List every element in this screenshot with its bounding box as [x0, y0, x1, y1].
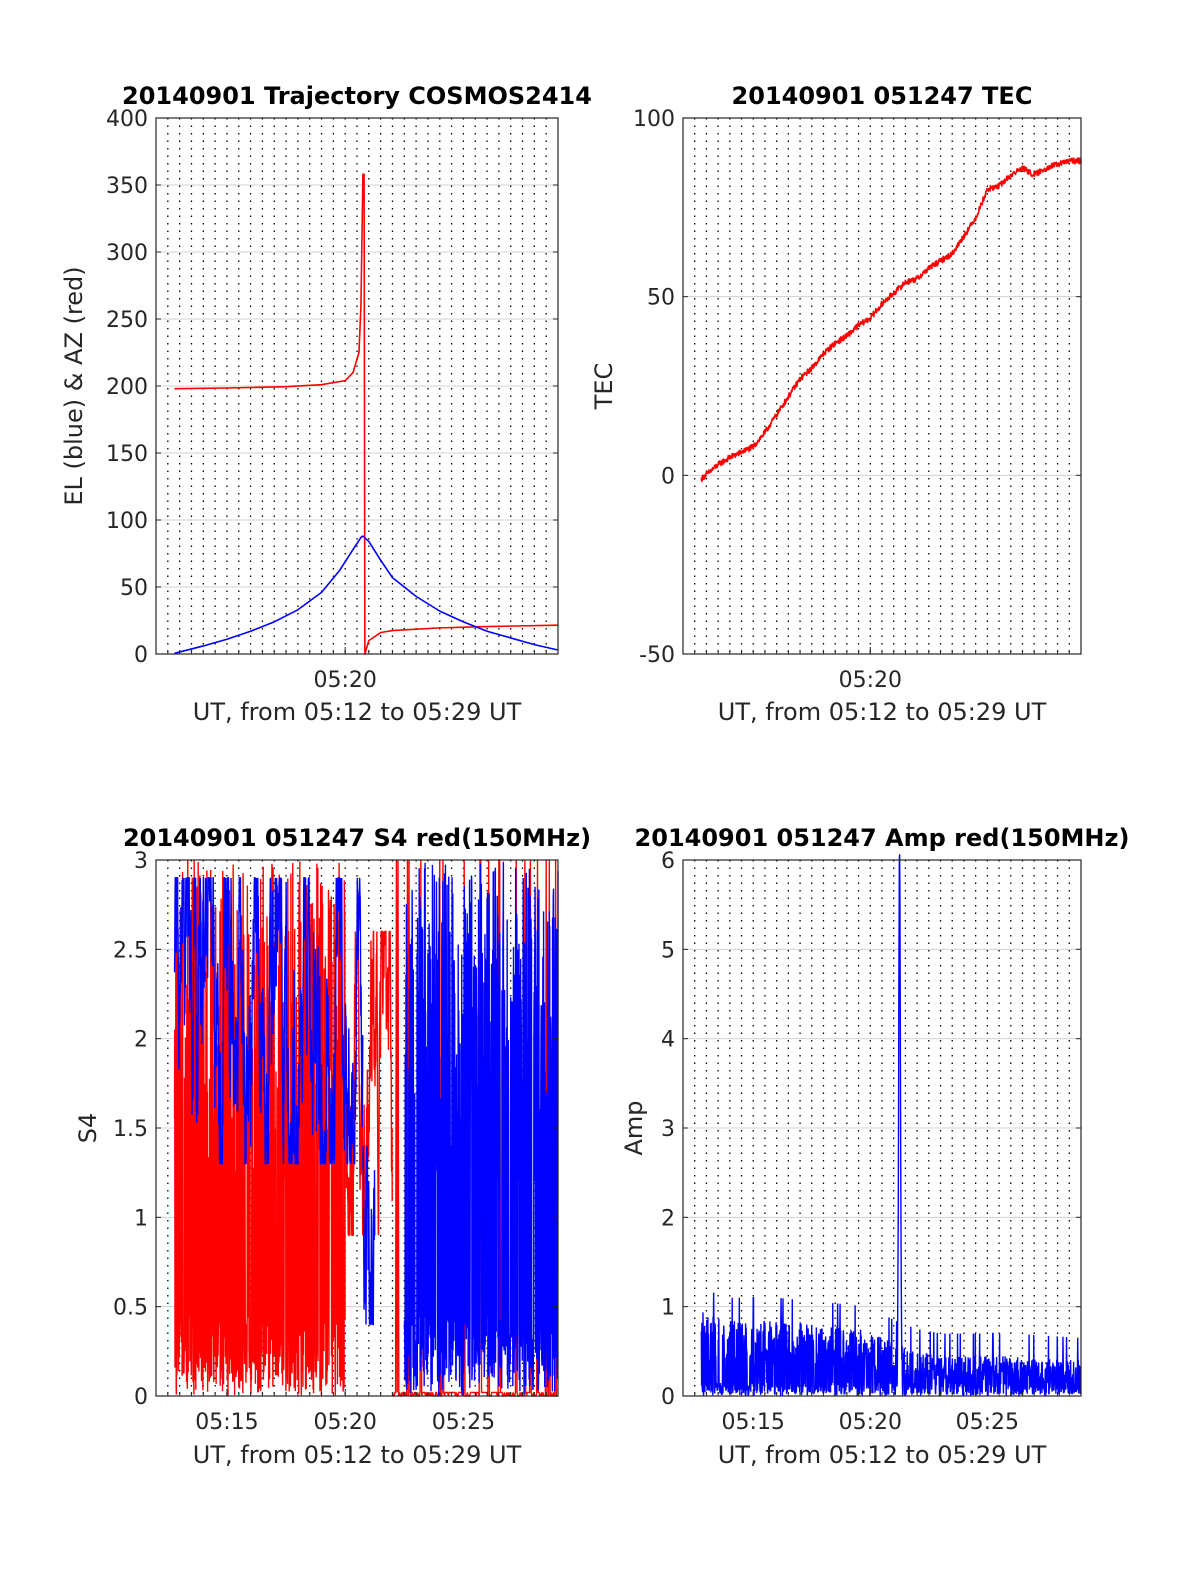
tec-ticks: -50 0 50 100 05:20	[633, 107, 1081, 693]
x-tick-label: 05:20	[839, 668, 902, 693]
amp-xlabel: UT, from 05:12 to 05:29 UT	[718, 1441, 1047, 1469]
amp-ticks: 0 1 2 3 4 5 6 05:15 05:20 05:25	[661, 849, 1081, 1435]
tec-series	[700, 157, 1082, 483]
s4-ylabel: S4	[74, 1113, 102, 1144]
blue-series-segment	[403, 861, 559, 1396]
y-tick-label: 2	[134, 1028, 148, 1053]
blue-series-line	[700, 854, 1082, 1398]
blue-series-line	[174, 535, 559, 655]
amp-grid	[683, 860, 1081, 1396]
y-tick-label: 1.5	[113, 1117, 148, 1142]
y-tick-label: 300	[106, 241, 148, 266]
y-tick-label: 2.5	[113, 938, 148, 963]
tec-grid	[683, 118, 1081, 654]
y-tick-label: 400	[106, 107, 148, 132]
amp-title: 20140901 051247 Amp red(150MHz)	[635, 824, 1130, 852]
tec-ylabel: TEC	[590, 363, 618, 411]
y-tick-label: 6	[661, 849, 675, 874]
s4-panel: 0 0.5 1 1.5 2 2.5 3 05:15 05:20 05:25 20140901 05…	[74, 824, 591, 1469]
x-tick-label: 05:15	[722, 1410, 785, 1435]
trajectory-title: 20140901 Trajectory COSMOS2414	[122, 82, 592, 110]
y-tick-label: 150	[106, 442, 148, 467]
y-tick-label: 0	[661, 1385, 675, 1410]
y-tick-label: 50	[647, 286, 675, 311]
y-tick-label: 0.5	[113, 1296, 148, 1321]
red-series-segment	[173, 860, 346, 1396]
x-tick-label: 05:20	[839, 1410, 902, 1435]
tec-xlabel: UT, from 05:12 to 05:29 UT	[718, 698, 1047, 726]
y-tick-label: 100	[106, 509, 148, 534]
y-tick-label: 5	[661, 938, 675, 963]
trajectory-series	[174, 173, 559, 655]
y-tick-label: 1	[661, 1296, 675, 1321]
y-tick-label: 1	[134, 1206, 148, 1231]
y-tick-label: 50	[120, 576, 148, 601]
tec-panel: -50 0 50 100 05:20 20140901 051247 TEC UT, f…	[590, 82, 1082, 726]
y-tick-label: 0	[134, 643, 148, 668]
x-tick-label: 05:20	[313, 1410, 376, 1435]
tec-title: 20140901 051247 TEC	[732, 82, 1033, 110]
y-tick-label: -50	[639, 643, 675, 668]
x-tick-label: 05:25	[956, 1410, 1019, 1435]
trajectory-panel: 0 50 100 150 200 250 300 350 400 05:20 20140901 T…	[60, 82, 592, 726]
trajectory-grid	[156, 118, 558, 654]
tec-plot-area	[683, 118, 1081, 654]
y-tick-label: 350	[106, 174, 148, 199]
y-tick-label: 0	[134, 1385, 148, 1410]
x-tick-label: 05:15	[195, 1410, 258, 1435]
amp-ylabel: Amp	[620, 1100, 648, 1155]
trajectory-ticks: 0 50 100 150 200 250 300 350 400 05:20	[106, 107, 558, 693]
s4-xlabel: UT, from 05:12 to 05:29 UT	[193, 1441, 522, 1469]
trajectory-ylabel: EL (blue) & AZ (red)	[60, 266, 88, 505]
s4-ticks: 0 0.5 1 1.5 2 2.5 3 05:15 05:20 05:25	[113, 849, 558, 1435]
y-tick-label: 0	[661, 464, 675, 489]
y-tick-label: 200	[106, 375, 148, 400]
red-series-line	[174, 173, 559, 655]
x-tick-label: 05:20	[313, 668, 376, 693]
x-tick-label: 05:25	[432, 1410, 495, 1435]
y-tick-label: 3	[134, 849, 148, 874]
y-tick-label: 250	[106, 308, 148, 333]
trajectory-xlabel: UT, from 05:12 to 05:29 UT	[193, 698, 522, 726]
y-tick-label: 3	[661, 1117, 675, 1142]
y-tick-label: 100	[633, 107, 675, 132]
y-tick-label: 4	[661, 1028, 675, 1053]
red-series-segment	[344, 930, 394, 1236]
red-series-line	[700, 157, 1082, 483]
amp-series	[700, 854, 1082, 1398]
y-tick-label: 2	[661, 1206, 675, 1231]
blue-series-segment	[362, 1145, 376, 1326]
s4-title: 20140901 051247 S4 red(150MHz)	[123, 824, 591, 852]
amp-panel: 0 1 2 3 4 5 6 05:15 05:20 05:25 20140901 051247 A…	[620, 824, 1129, 1469]
blue-series-segment	[173, 877, 364, 1165]
